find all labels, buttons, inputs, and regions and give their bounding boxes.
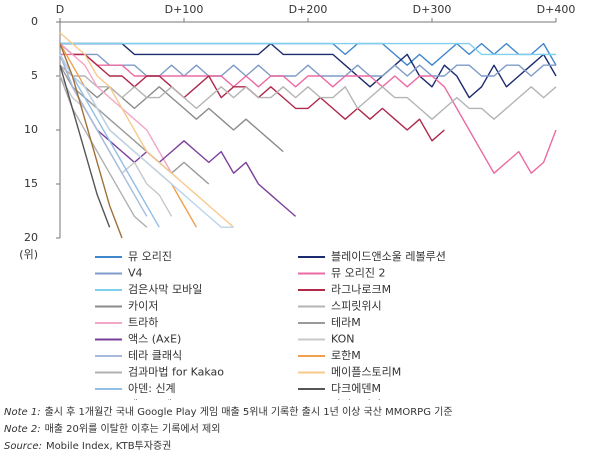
y-tick-label: 0 xyxy=(31,15,38,28)
series-line xyxy=(59,54,284,153)
y-tick-label: 15 xyxy=(24,177,38,190)
notes: Note 1: 출시 후 1개월간 국내 Google Play 게임 매출 5위… xyxy=(4,404,596,455)
legend-label: 에오스 레드 xyxy=(128,399,182,401)
legend-label: 뮤 오리진 2 xyxy=(331,267,385,280)
series-line xyxy=(60,42,556,56)
note-text: 매출 20위를 이탈한 이후는 기록에서 제외 xyxy=(44,424,221,435)
y-tick-label: 10 xyxy=(24,123,38,136)
note-text: Mobile Index, KTB투자증권 xyxy=(45,441,172,452)
legend-label: 검은사막 모바일 xyxy=(128,282,202,296)
legend-label: 달빛조각사 xyxy=(331,399,382,401)
note-label: Note 2: xyxy=(4,424,41,435)
legend-label: 라그나로크M xyxy=(331,283,391,296)
x-tick-label: D+400 xyxy=(537,3,576,16)
note-label: Source: xyxy=(4,441,42,452)
note: Source: Mobile Index, KTB투자증권 xyxy=(4,438,596,455)
note: Note 1: 출시 후 1개월간 국내 Google Play 게임 매출 5위… xyxy=(4,404,596,421)
series-line xyxy=(60,42,557,99)
series-line xyxy=(59,54,234,228)
series-line xyxy=(59,43,556,77)
legend-label: KON xyxy=(331,333,355,346)
series-line xyxy=(59,64,557,120)
x-tick-label: D+100 xyxy=(165,3,204,16)
legend-label: 액스 (AxE) xyxy=(128,333,181,346)
legend-label: 테라M xyxy=(331,316,361,329)
y-tick-label: 5 xyxy=(31,69,38,82)
series-line xyxy=(59,65,111,228)
series-line xyxy=(59,54,297,217)
note: Note 2: 매출 20위를 이탈한 이후는 기록에서 제외 xyxy=(4,421,596,438)
legend-label: 뮤 오리진 xyxy=(128,250,172,263)
series-line xyxy=(59,43,123,239)
x-tick-label: D xyxy=(56,3,64,16)
series-line xyxy=(59,43,173,174)
legend-label: 스피릿위시 xyxy=(331,300,382,313)
legend-label: 메이플스토리M xyxy=(331,366,401,379)
legend-label: V4 xyxy=(128,267,143,280)
chart: D D+100 D+200 D+300 D+400 0 5 10 15 20 (위) 뮤 오리진 블레이… xyxy=(19,3,576,401)
legend-label: 로한M xyxy=(331,349,361,362)
series-line xyxy=(59,32,235,228)
series-line xyxy=(59,75,148,228)
x-tick-label: D+200 xyxy=(289,3,328,16)
legend-label: 트라하 xyxy=(128,315,158,329)
legend-label: 블레이드앤소울 레볼루션 xyxy=(331,250,446,263)
series-line xyxy=(60,53,557,174)
note-text: 출시 후 1개월간 국내 Google Play 게임 매출 5위내 기록한 출… xyxy=(44,407,453,418)
legend-label: 다크에덴M xyxy=(331,382,381,395)
y-tick-label: 20 xyxy=(24,231,38,244)
legend-label: 테라 클래식 xyxy=(128,349,182,362)
note-label: Note 1: xyxy=(4,407,41,418)
y-unit: (위) xyxy=(19,248,38,261)
series-line xyxy=(59,54,160,228)
x-tick-label: D+300 xyxy=(413,3,452,16)
legend-label: 검과마법 for Kakao xyxy=(128,366,224,379)
legend-label: 카이저 xyxy=(128,300,158,313)
legend-label: 아덴: 신계 xyxy=(128,382,176,395)
series-line xyxy=(59,54,148,217)
